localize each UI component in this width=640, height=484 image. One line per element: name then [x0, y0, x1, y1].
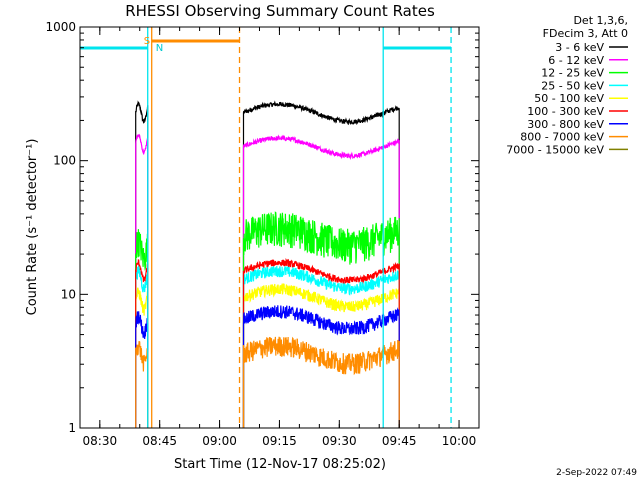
series-line — [135, 311, 149, 428]
series-line — [242, 134, 400, 428]
series-line — [135, 259, 149, 428]
x-tick-label: 08:30 — [83, 434, 118, 448]
series-line — [135, 100, 149, 428]
legend-label: 300 - 800 keV — [527, 118, 604, 131]
series-line — [135, 341, 149, 428]
legend-label: 800 - 7000 keV — [520, 131, 604, 144]
series-line — [135, 229, 149, 428]
series-line — [242, 305, 400, 428]
y-tick-label: 1000 — [45, 20, 76, 34]
y-axis-label: Count Rate (s⁻¹ detector⁻¹) — [25, 139, 40, 316]
series-line — [135, 265, 149, 428]
series-line — [135, 133, 149, 428]
series-line — [242, 257, 400, 428]
series-line — [242, 211, 400, 428]
legend-label: 25 - 50 keV — [541, 79, 604, 92]
x-tick-label: 09:45 — [382, 434, 417, 448]
y-tick-label: 1 — [68, 421, 76, 435]
series-line — [242, 282, 400, 428]
x-tick-label: 09:30 — [322, 434, 357, 448]
series-line — [242, 100, 400, 428]
series-line — [242, 336, 400, 428]
legend-header-line-2: FDecim 3, Att 0 — [543, 27, 628, 40]
series-line — [242, 265, 400, 428]
x-tick-label: 08:45 — [142, 434, 177, 448]
x-tick-label: 09:15 — [262, 434, 297, 448]
legend-label: 12 - 25 keV — [541, 67, 604, 80]
series-line — [135, 287, 149, 428]
legend-label: 7000 - 15000 keV — [506, 143, 604, 156]
y-tick-label: 10 — [61, 287, 76, 301]
x-tick-label: 10:00 — [442, 434, 477, 448]
legend-label: 100 - 300 keV — [527, 105, 604, 118]
plot-area: SN 1 10 100 1000 08:30 08:45 09:00 09:15 09:30 09:… — [45, 20, 480, 448]
legend-label: 50 - 100 keV — [534, 92, 604, 105]
legend-label: 3 - 6 keV — [555, 41, 604, 54]
y-tick-label: 100 — [53, 154, 76, 168]
timestamp: 2-Sep-2022 07:49 — [556, 468, 637, 478]
x-tick-label: 09:00 — [202, 434, 237, 448]
legend-header-line-1: Det 1,3,6, — [573, 14, 628, 27]
night-flag-label: N — [156, 43, 163, 54]
x-axis-label: Start Time (12-Nov-17 08:25:02) — [174, 457, 386, 472]
legend-label: 6 - 12 keV — [548, 54, 604, 67]
chart-title: RHESSI Observing Summary Count Rates — [125, 2, 435, 20]
saa-flag-label: S — [144, 36, 150, 47]
